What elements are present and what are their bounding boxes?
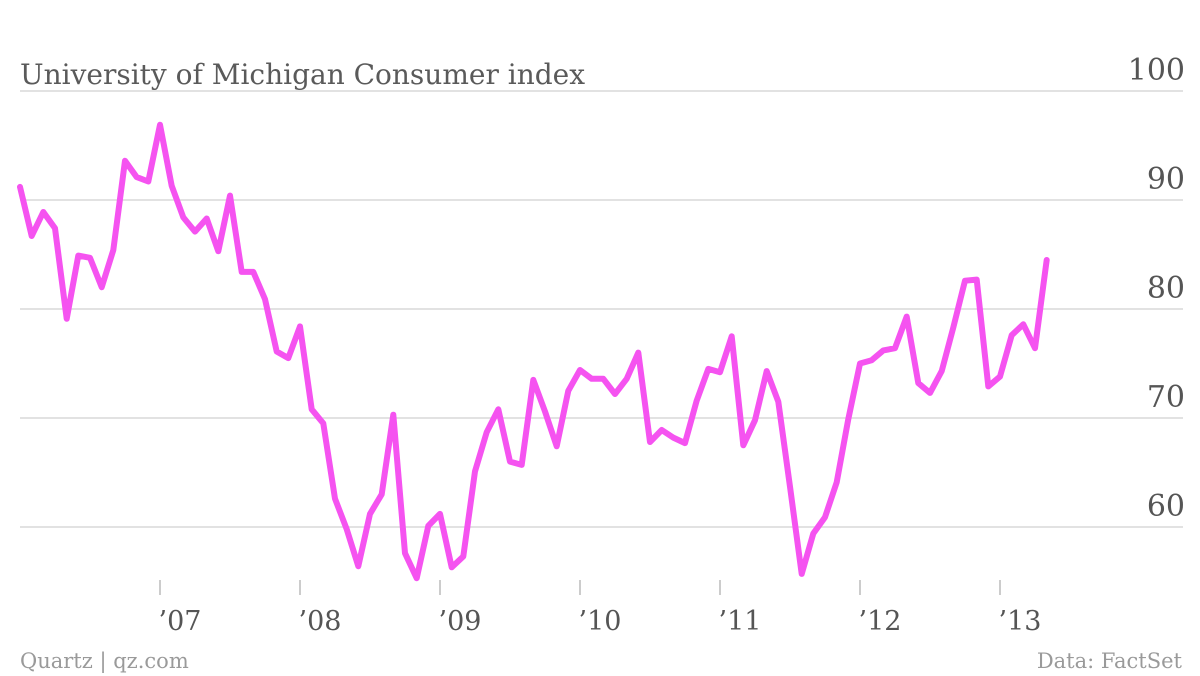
x-axis: ’07 ’08 ’09 ’10 ’11 ’12 ’13 (159, 580, 1042, 637)
source-credit: Quartz | qz.com (20, 649, 189, 674)
y-tick-label: 70 (1147, 380, 1185, 415)
chart-title: University of Michigan Consumer index (20, 58, 585, 91)
y-tick-label: 90 (1147, 162, 1185, 197)
x-tick-label: ’08 (299, 606, 342, 637)
y-axis-tick-labels: 60 70 80 90 100 (1128, 53, 1185, 524)
x-tick-label: ’10 (579, 606, 622, 637)
x-tick-label: ’13 (999, 606, 1042, 637)
data-source: Data: FactSet (1037, 649, 1183, 673)
x-tick-label: ’07 (159, 606, 202, 637)
y-tick-label: 100 (1128, 53, 1185, 88)
x-tick-label: ’09 (439, 606, 482, 637)
series-line (17, 121, 1050, 582)
gridlines (20, 90, 1183, 528)
x-tick-label: ’11 (719, 606, 762, 637)
y-tick-label: 80 (1147, 271, 1185, 306)
series-layer (17, 121, 1050, 582)
y-tick-label: 60 (1147, 489, 1185, 524)
x-tick-label: ’12 (859, 606, 902, 637)
